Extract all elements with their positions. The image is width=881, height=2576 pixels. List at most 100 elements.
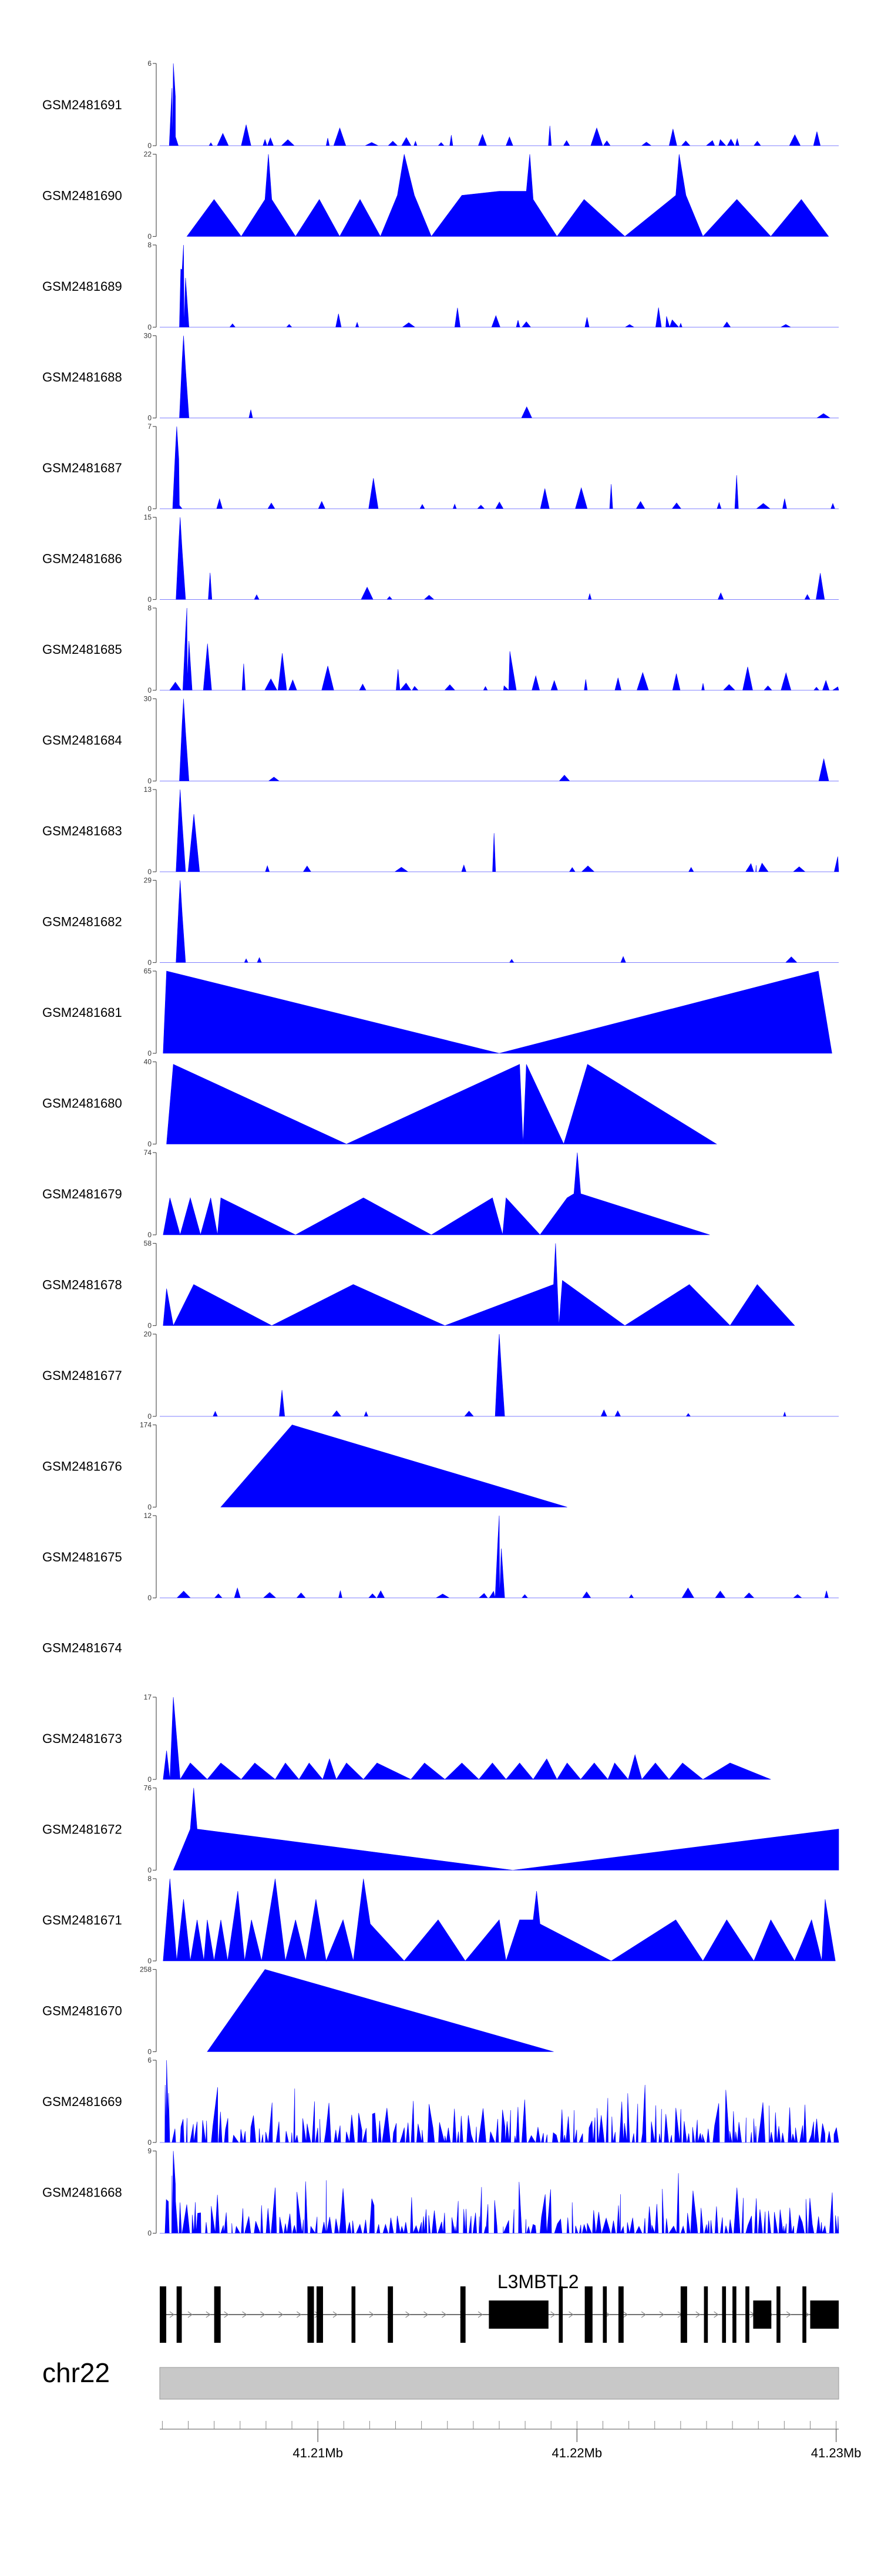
coverage-area-GSM2481682 (160, 880, 839, 963)
track-label-GSM2481678: GSM2481678 (42, 1278, 122, 1292)
track-label-GSM2481688: GSM2481688 (42, 370, 122, 385)
coverage-area-GSM2481680 (166, 1064, 717, 1145)
track-y-max-label: 20 (144, 1330, 152, 1338)
track-y-max-label: 6 (147, 2056, 152, 2064)
track-y-min-label: 0 (147, 1594, 152, 1602)
track-y-min-label: 0 (147, 777, 152, 785)
track-y-max-label: 74 (144, 1148, 152, 1157)
track-label-GSM2481686: GSM2481686 (42, 552, 122, 566)
track-y-max-label: 30 (144, 332, 152, 340)
track-label-GSM2481674: GSM2481674 (42, 1641, 122, 1655)
track-y-max-label: 13 (144, 785, 152, 794)
track-y-min-label: 0 (147, 1412, 152, 1420)
gene-strand-arrow (169, 2311, 175, 2318)
track-label-GSM2481673: GSM2481673 (42, 1731, 122, 1746)
track-label-GSM2481683: GSM2481683 (42, 824, 122, 838)
track-label-GSM2481679: GSM2481679 (42, 1187, 122, 1201)
track-y-min-label: 0 (147, 1049, 152, 1057)
track-y-max-label: 22 (144, 150, 152, 159)
track-label-GSM2481689: GSM2481689 (42, 279, 122, 294)
track-y-max-label: 174 (140, 1421, 152, 1429)
gene-exon (722, 2286, 727, 2343)
coverage-area-GSM2481676 (220, 1425, 567, 1507)
genome-axis-tick-label: 41.22Mb (552, 2446, 603, 2460)
gene-exon (732, 2286, 737, 2343)
gene-strand-arrow (569, 2311, 574, 2318)
gene-strand-arrow (786, 2311, 792, 2318)
track-y-min-label: 0 (147, 1322, 152, 1330)
track-y-max-label: 8 (147, 604, 152, 612)
track-y-min-label: 0 (147, 323, 152, 331)
gene-exon (776, 2286, 781, 2343)
chromosome-label: chr22 (42, 2357, 110, 2388)
coverage-area-GSM2481675 (160, 1515, 839, 1598)
track-y-min-label: 0 (147, 868, 152, 876)
track-label-GSM2481670: GSM2481670 (42, 2004, 122, 2019)
track-y-max-label: 258 (140, 1966, 152, 1974)
track-y-min-label: 0 (147, 959, 152, 967)
gene-exon (584, 2286, 593, 2343)
track-y-min-label: 0 (147, 1231, 152, 1239)
chromosome-bar (159, 2367, 839, 2400)
coverage-area-GSM2481673 (163, 1697, 771, 1780)
gene-exon (351, 2286, 356, 2343)
genome-axis-tick-label: 41.23Mb (811, 2446, 862, 2460)
coverage-area-GSM2481689 (160, 244, 839, 328)
coverage-area-GSM2481678 (163, 1243, 795, 1326)
coverage-area-GSM2481669 (160, 2060, 839, 2143)
track-y-min-label: 0 (147, 2048, 152, 2056)
gene-exon (753, 2300, 772, 2329)
track-y-max-label: 15 (144, 513, 152, 522)
track-y-min-label: 0 (147, 686, 152, 694)
track-y-max-label: 8 (147, 241, 152, 249)
track-label-GSM2481690: GSM2481690 (42, 189, 122, 203)
track-label-GSM2481671: GSM2481671 (42, 1913, 122, 1927)
track-y-min-label: 0 (147, 596, 152, 604)
coverage-area-GSM2481677 (160, 1334, 839, 1417)
gene-strand-arrow (641, 2311, 647, 2318)
gene-strand-arrow (224, 2311, 229, 2318)
track-label-GSM2481668: GSM2481668 (42, 2185, 122, 2200)
gene-strand-arrow (296, 2311, 302, 2318)
gene-exon (489, 2300, 549, 2329)
gene-strand-arrow (260, 2311, 265, 2318)
gene-strand-arrow (405, 2311, 411, 2318)
track-label-GSM2481684: GSM2481684 (42, 733, 122, 748)
gene-exon (810, 2300, 839, 2329)
coverage-area-GSM2481671 (163, 1878, 836, 1962)
gene-strand-arrow (206, 2311, 211, 2318)
track-y-max-label: 76 (144, 1784, 152, 1792)
track-y-max-label: 58 (144, 1240, 152, 1248)
track-label-GSM2481691: GSM2481691 (42, 98, 122, 112)
track-y-min-label: 0 (147, 142, 152, 150)
gene-exon (316, 2286, 323, 2343)
track-y-max-label: 65 (144, 967, 152, 975)
track-y-max-label: 8 (147, 1875, 152, 1883)
gene-exon (745, 2286, 749, 2343)
track-y-min-label: 0 (147, 1866, 152, 1875)
gene-exon (460, 2286, 466, 2343)
gene-strand-arrow (623, 2311, 628, 2318)
track-y-max-label: 29 (144, 876, 152, 885)
gene-strand-arrow (423, 2311, 429, 2318)
gene-exon (388, 2286, 394, 2343)
track-label-GSM2481669: GSM2481669 (42, 2094, 122, 2109)
gene-exon (603, 2286, 607, 2343)
track-y-max-label: 9 (147, 2147, 152, 2155)
gene-strand-arrow (187, 2311, 193, 2318)
genome-axis-tick-label: 41.21Mb (292, 2446, 343, 2460)
track-y-min-label: 0 (147, 233, 152, 241)
gene-exon (176, 2286, 182, 2343)
coverage-area-GSM2481681 (163, 970, 832, 1054)
gene-name-label: L3MBTL2 (497, 2271, 579, 2292)
track-y-max-label: 6 (147, 59, 152, 68)
gene-strand-arrow (278, 2311, 284, 2318)
track-label-GSM2481687: GSM2481687 (42, 461, 122, 475)
track-label-GSM2481672: GSM2481672 (42, 1822, 122, 1837)
gene-strand-arrow (242, 2311, 247, 2318)
track-y-max-label: 40 (144, 1058, 152, 1066)
track-y-min-label: 0 (147, 1957, 152, 1965)
track-y-min-label: 0 (147, 414, 152, 422)
coverage-area-GSM2481685 (160, 607, 839, 691)
